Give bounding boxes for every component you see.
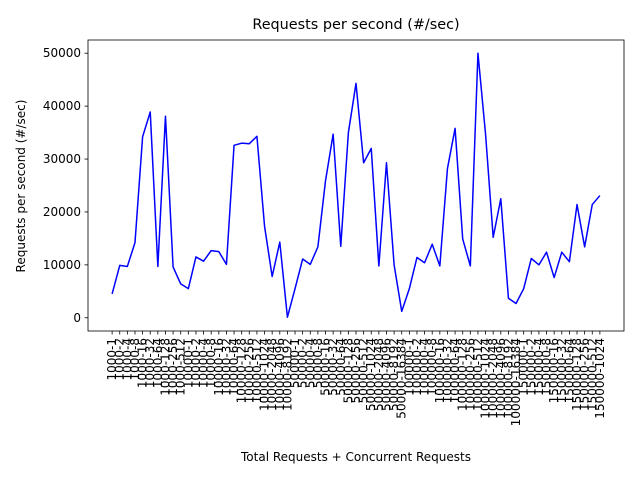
x-tick-label: 50000-16384 — [395, 338, 409, 419]
y-tick-label: 0 — [73, 311, 81, 325]
x-tick-label: 10000-2 — [189, 338, 203, 388]
x-tick-label: 10000-128 — [235, 338, 249, 403]
x-tick-label: 100000-8 — [425, 338, 439, 396]
x-tick-label: 150000-2 — [524, 338, 538, 396]
y-tick-label: 30000 — [43, 152, 81, 166]
chart-title: Requests per second (#/sec) — [252, 17, 459, 33]
x-tick-label: 1000-8 — [128, 338, 142, 381]
x-axis-title: Total Requests + Concurrent Requests — [240, 450, 471, 464]
x-tick-label: 50000-64 — [334, 338, 348, 396]
x-tick-label: 10000-64 — [227, 338, 241, 396]
x-tick-label: 50000-4 — [303, 338, 317, 388]
x-tick-label: 1000-256 — [166, 338, 180, 396]
y-tick-label: 20000 — [43, 205, 81, 219]
x-tick-label: 150000-32 — [555, 338, 569, 403]
x-tick-label: 150000-1 — [517, 338, 531, 396]
x-tick-label: 100000-32 — [440, 338, 454, 403]
x-tick-label: 1000-128 — [158, 338, 172, 396]
x-tick-label: 150000-1024 — [593, 338, 607, 419]
x-tick-label: 100000-16 — [433, 338, 447, 403]
x-tick-label: 100000-2 — [410, 338, 424, 396]
x-tick-label: 150000-256 — [578, 338, 592, 411]
x-tick-label: 10000-8192 — [280, 338, 294, 411]
x-tick-label: 10000-16 — [212, 338, 226, 396]
x-tick-label: 150000-4 — [532, 338, 546, 396]
x-tick-label: 50000-16 — [319, 338, 333, 396]
x-tick-label: 100000-1 — [402, 338, 416, 396]
plot-area: 010000200003000040000500001000-11000-210… — [43, 39, 625, 426]
x-tick-label: 1000-4 — [120, 338, 134, 381]
x-tick-label: 50000-32 — [326, 338, 340, 396]
x-tick-label: 10000-2048 — [265, 338, 279, 411]
x-tick-label: 10000-32 — [219, 338, 233, 396]
x-tick-label: 100000-64 — [448, 338, 462, 403]
y-tick-label: 50000 — [43, 46, 81, 60]
x-tick-label: 150000-512 — [585, 338, 599, 411]
x-tick-label: 1000-1 — [105, 338, 119, 381]
x-tick-label: 50000-256 — [349, 338, 363, 403]
x-tick-label: 150000-128 — [570, 338, 584, 411]
x-tick-label: 100000-8192 — [501, 338, 515, 419]
x-tick-label: 100000-16384 — [509, 338, 523, 426]
x-tick-label: 50000-4096 — [379, 338, 393, 411]
x-tick-label: 50000-8 — [311, 338, 325, 388]
x-tick-label: 50000-128 — [341, 338, 355, 403]
x-tick-label: 10000-512 — [250, 338, 264, 403]
x-tick-label: 1000-32 — [143, 338, 157, 388]
x-tick-label: 1000-16 — [136, 338, 150, 388]
x-tick-label: 50000-2 — [296, 338, 310, 388]
x-tick-label: 1000-64 — [151, 338, 165, 388]
x-tick-label: 10000-256 — [242, 338, 256, 403]
x-tick-label: 1000-512 — [174, 338, 188, 396]
x-tick-label: 100000-2048 — [486, 338, 500, 419]
x-tick-label: 100000-1024 — [479, 338, 493, 419]
y-tick-label: 40000 — [43, 99, 81, 113]
x-tick-label: 100000-128 — [456, 338, 470, 411]
x-tick-label: 100000-4096 — [494, 338, 508, 419]
x-tick-label: 10000-4 — [197, 338, 211, 388]
x-tick-label: 50000-1 — [288, 338, 302, 388]
x-tick-label: 100000-512 — [471, 338, 485, 411]
x-tick-label: 10000-4096 — [273, 338, 287, 411]
x-tick-label: 10000-8 — [204, 338, 218, 388]
x-tick-label: 10000-1024 — [258, 338, 272, 411]
x-tick-label: 150000-8 — [540, 338, 554, 396]
y-tick-label: 10000 — [43, 258, 81, 272]
x-tick-label: 150000-16 — [547, 338, 561, 403]
y-axis-title: Requests per second (#/sec) — [14, 100, 28, 273]
x-tick-label: 100000-256 — [463, 338, 477, 411]
x-tick-label: 10000-1 — [181, 338, 195, 388]
x-tick-label: 100000-4 — [418, 338, 432, 396]
x-tick-label: 50000-2048 — [372, 338, 386, 411]
x-tick-label: 50000-1024 — [364, 338, 378, 411]
x-tick-label: 1000-2 — [113, 338, 127, 381]
x-tick-label: 50000-8192 — [387, 338, 401, 411]
x-tick-label: 150000-64 — [562, 338, 576, 403]
x-tick-label: 50000-512 — [357, 338, 371, 403]
